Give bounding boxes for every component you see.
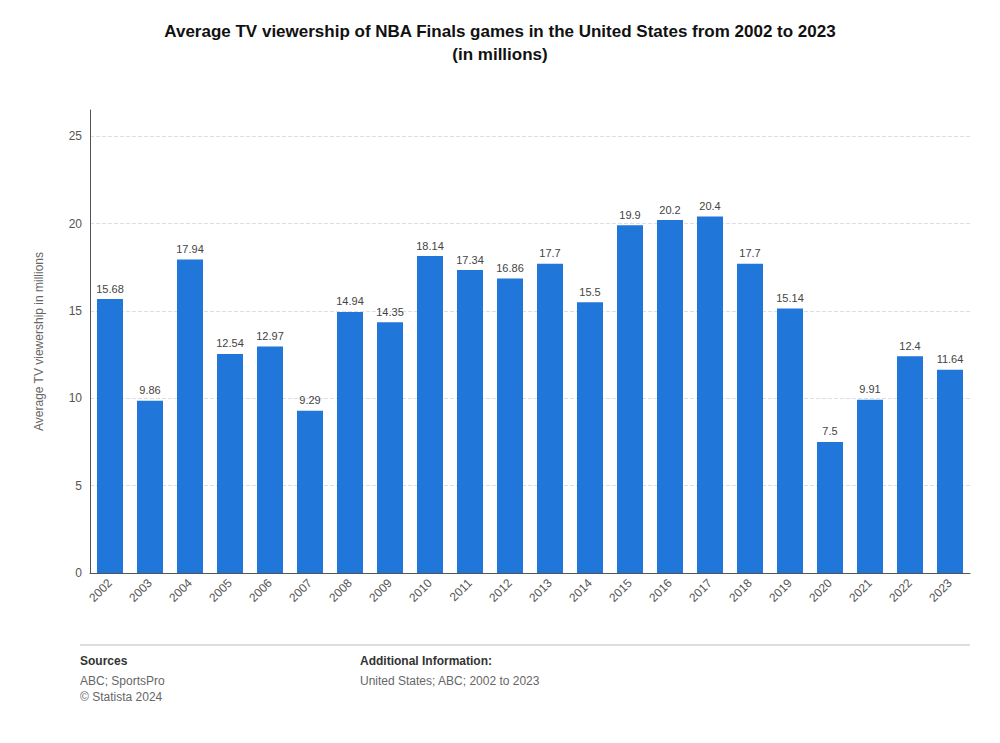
svg-text:0: 0 [75,566,82,580]
svg-text:17.7: 17.7 [739,247,760,259]
svg-text:Average TV viewership of NBA F: Average TV viewership of NBA Finals game… [164,22,835,41]
svg-text:(in millions): (in millions) [452,45,547,64]
svg-text:2003: 2003 [126,576,155,605]
svg-text:2016: 2016 [646,576,675,605]
svg-text:15.68: 15.68 [96,283,124,295]
svg-text:12.97: 12.97 [256,330,284,342]
svg-text:2022: 2022 [886,576,915,605]
svg-text:12.54: 12.54 [216,337,244,349]
svg-text:9.91: 9.91 [859,383,880,395]
svg-text:9.86: 9.86 [139,384,160,396]
svg-text:2015: 2015 [606,576,635,605]
svg-text:2017: 2017 [686,576,715,605]
svg-text:9.29: 9.29 [299,394,320,406]
svg-text:2011: 2011 [447,576,475,604]
svg-text:2020: 2020 [806,576,835,605]
svg-text:2008: 2008 [326,576,355,605]
svg-text:12.4: 12.4 [899,340,920,352]
svg-text:2019: 2019 [766,576,795,605]
svg-text:5: 5 [75,479,82,493]
svg-text:Average TV viewership in milli: Average TV viewership in millions [32,252,46,431]
svg-text:17.7: 17.7 [539,247,560,259]
svg-text:20.4: 20.4 [699,200,720,212]
svg-text:© Statista 2024: © Statista 2024 [80,690,163,704]
svg-text:18.14: 18.14 [416,240,444,252]
svg-text:25: 25 [69,129,83,143]
svg-text:15.14: 15.14 [776,292,804,304]
svg-text:2014: 2014 [566,576,595,605]
svg-text:2018: 2018 [726,576,755,605]
svg-text:2004: 2004 [166,576,195,605]
svg-text:2005: 2005 [206,576,235,605]
svg-text:2002: 2002 [86,576,115,605]
svg-text:2006: 2006 [246,576,275,605]
svg-text:15.5: 15.5 [579,286,600,298]
svg-text:2013: 2013 [526,576,555,605]
svg-text:7.5: 7.5 [822,425,837,437]
svg-text:United States; ABC; 2002 to 20: United States; ABC; 2002 to 2023 [360,674,540,688]
svg-text:20: 20 [69,217,83,231]
svg-text:Sources: Sources [80,654,128,668]
svg-text:2010: 2010 [406,576,435,605]
svg-text:2009: 2009 [366,576,395,605]
svg-text:17.94: 17.94 [176,243,204,255]
svg-text:2007: 2007 [286,576,315,605]
svg-text:2021: 2021 [846,576,875,605]
svg-text:11.64: 11.64 [937,353,964,365]
svg-text:16.86: 16.86 [496,262,524,274]
svg-text:14.35: 14.35 [376,306,404,318]
svg-text:14.94: 14.94 [336,295,364,307]
svg-text:17.34: 17.34 [456,254,484,266]
svg-text:20.2: 20.2 [659,204,680,216]
svg-text:2023: 2023 [926,576,955,605]
svg-text:19.9: 19.9 [619,209,640,221]
svg-text:Additional Information:: Additional Information: [360,654,492,668]
svg-text:ABC; SportsPro: ABC; SportsPro [80,674,165,688]
svg-text:10: 10 [69,391,83,405]
svg-text:15: 15 [69,304,83,318]
svg-text:2012: 2012 [486,576,515,605]
